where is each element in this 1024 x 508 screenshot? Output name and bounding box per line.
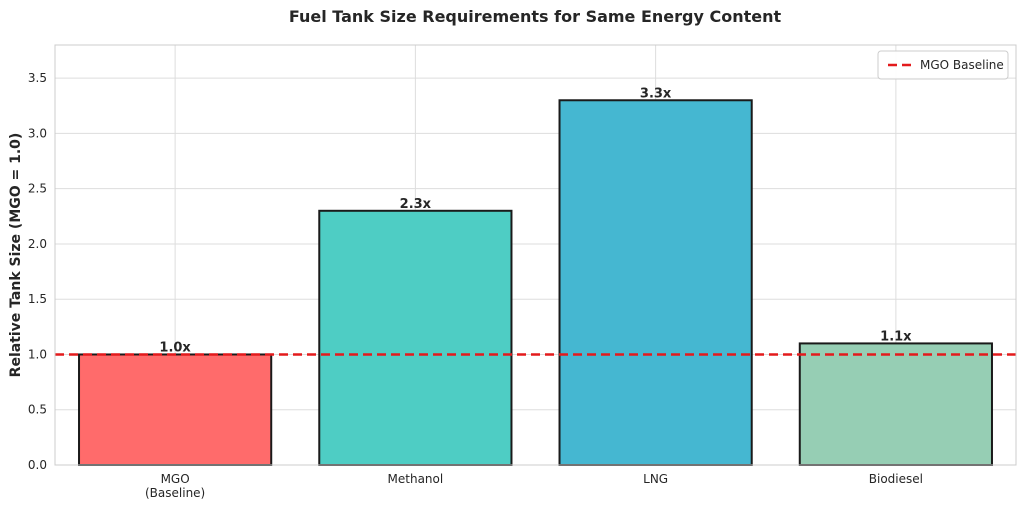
bar (78, 353, 273, 467)
bar (558, 99, 753, 467)
bar-value-label: 2.3x (400, 197, 432, 212)
chart-title: Fuel Tank Size Requirements for Same Ene… (289, 7, 782, 26)
y-tick-label: 1.0 (28, 347, 47, 361)
x-tick-label: Methanol (388, 472, 444, 486)
y-tick-label: 2.5 (28, 182, 47, 196)
bar-value-label: 1.0x (159, 340, 191, 355)
bar-value-label: 1.1x (880, 329, 912, 344)
bar-value-label: 3.3x (640, 86, 672, 101)
axis-ticks: 0.0 0.5 1.0 1.5 2.0 2.5 3.0 3.5 MGO (Baseline) Met… (28, 71, 923, 500)
y-tick-label: 3.5 (28, 71, 47, 85)
y-axis-label: Relative Tank Size (MGO = 1.0) (8, 133, 24, 378)
bar (798, 342, 993, 466)
y-tick-label: 0.5 (28, 403, 47, 417)
x-tick-label: LNG (643, 472, 668, 486)
y-tick-label: 3.0 (28, 126, 47, 140)
legend-box (877, 50, 1009, 80)
x-tick-label: MGO (Baseline) (145, 472, 205, 500)
x-tick-label: Biodiesel (869, 472, 923, 486)
y-tick-label: 0.0 (28, 458, 47, 472)
legend-label: MGO Baseline (920, 58, 1004, 72)
plot-frame (54, 44, 1017, 466)
y-tick-label: 1.5 (28, 292, 47, 306)
data-labels: 1.0x 2.3x 3.3x 1.1x (159, 86, 912, 355)
bars (78, 99, 993, 467)
bar (318, 209, 513, 466)
legend: MGO Baseline (877, 50, 1009, 80)
y-tick-label: 2.0 (28, 237, 47, 251)
